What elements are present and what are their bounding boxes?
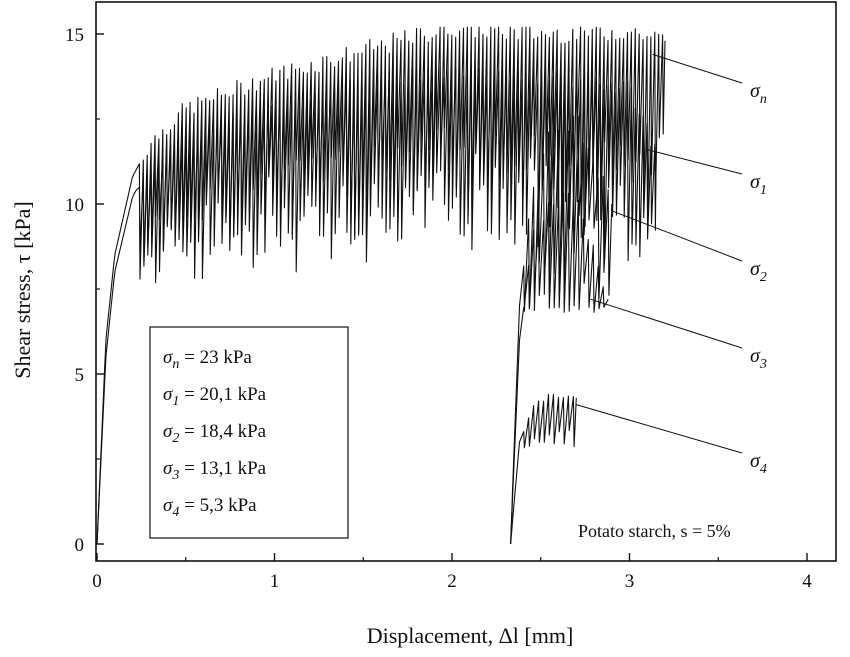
x-tick-label: 0 bbox=[92, 571, 102, 592]
leader-line bbox=[611, 210, 743, 262]
curve-label-sigma-n: σn bbox=[750, 80, 767, 107]
x-tick-label: 4 bbox=[802, 571, 812, 592]
y-tick-label: 0 bbox=[75, 535, 85, 556]
curve-σ4 bbox=[510, 393, 577, 545]
curve-σ1 bbox=[96, 67, 657, 545]
legend-entry-sigma-2: σ2 = 18,4 kPa bbox=[163, 421, 267, 446]
sample-annotation: Potato starch, s = 5% bbox=[578, 521, 731, 541]
x-tick-label: 1 bbox=[270, 571, 280, 592]
legend-entry-sigma-3: σ3 = 13,1 kPa bbox=[163, 458, 267, 483]
x-tick-label: 3 bbox=[625, 571, 635, 592]
curve-label-sigma-3: σ3 bbox=[750, 345, 767, 372]
leader-line bbox=[647, 149, 743, 175]
legend-entry-sigma-n: σn = 23 kPa bbox=[163, 347, 252, 372]
leader-line bbox=[576, 404, 743, 454]
leader-line bbox=[590, 298, 743, 349]
y-axis-title: Shear stress, τ [kPa] bbox=[10, 201, 35, 378]
curve-label-sigma-1: σ1 bbox=[750, 171, 767, 198]
x-axis-title: Displacement, Δl [mm] bbox=[367, 623, 574, 648]
plot-frame bbox=[95, 1, 837, 562]
curve-σ2 bbox=[510, 115, 613, 545]
legend-entry-sigma-4: σ4 = 5,3 kPa bbox=[163, 495, 257, 520]
y-tick-label: 10 bbox=[65, 195, 84, 216]
plot-axes: 0 1 2 3 4 0 5 10 15 bbox=[65, 1, 837, 592]
leader-line bbox=[652, 53, 743, 84]
x-tick-label: 2 bbox=[447, 571, 457, 592]
curve-label-leaders: σn σ1 σ2 σ3 σ4 bbox=[576, 53, 767, 477]
legend: σn = 23 kPa σ1 = 20,1 kPa σ2 = 18,4 kPa … bbox=[149, 326, 349, 539]
curve-σ3 bbox=[510, 192, 609, 545]
curve-label-sigma-2: σ2 bbox=[750, 258, 767, 285]
legend-box bbox=[149, 326, 349, 539]
curve-label-sigma-4: σ4 bbox=[750, 450, 767, 477]
y-tick-label: 5 bbox=[75, 365, 85, 386]
y-tick-label: 15 bbox=[65, 25, 84, 46]
legend-entry-sigma-1: σ1 = 20,1 kPa bbox=[163, 384, 267, 409]
curves-group bbox=[96, 26, 666, 545]
